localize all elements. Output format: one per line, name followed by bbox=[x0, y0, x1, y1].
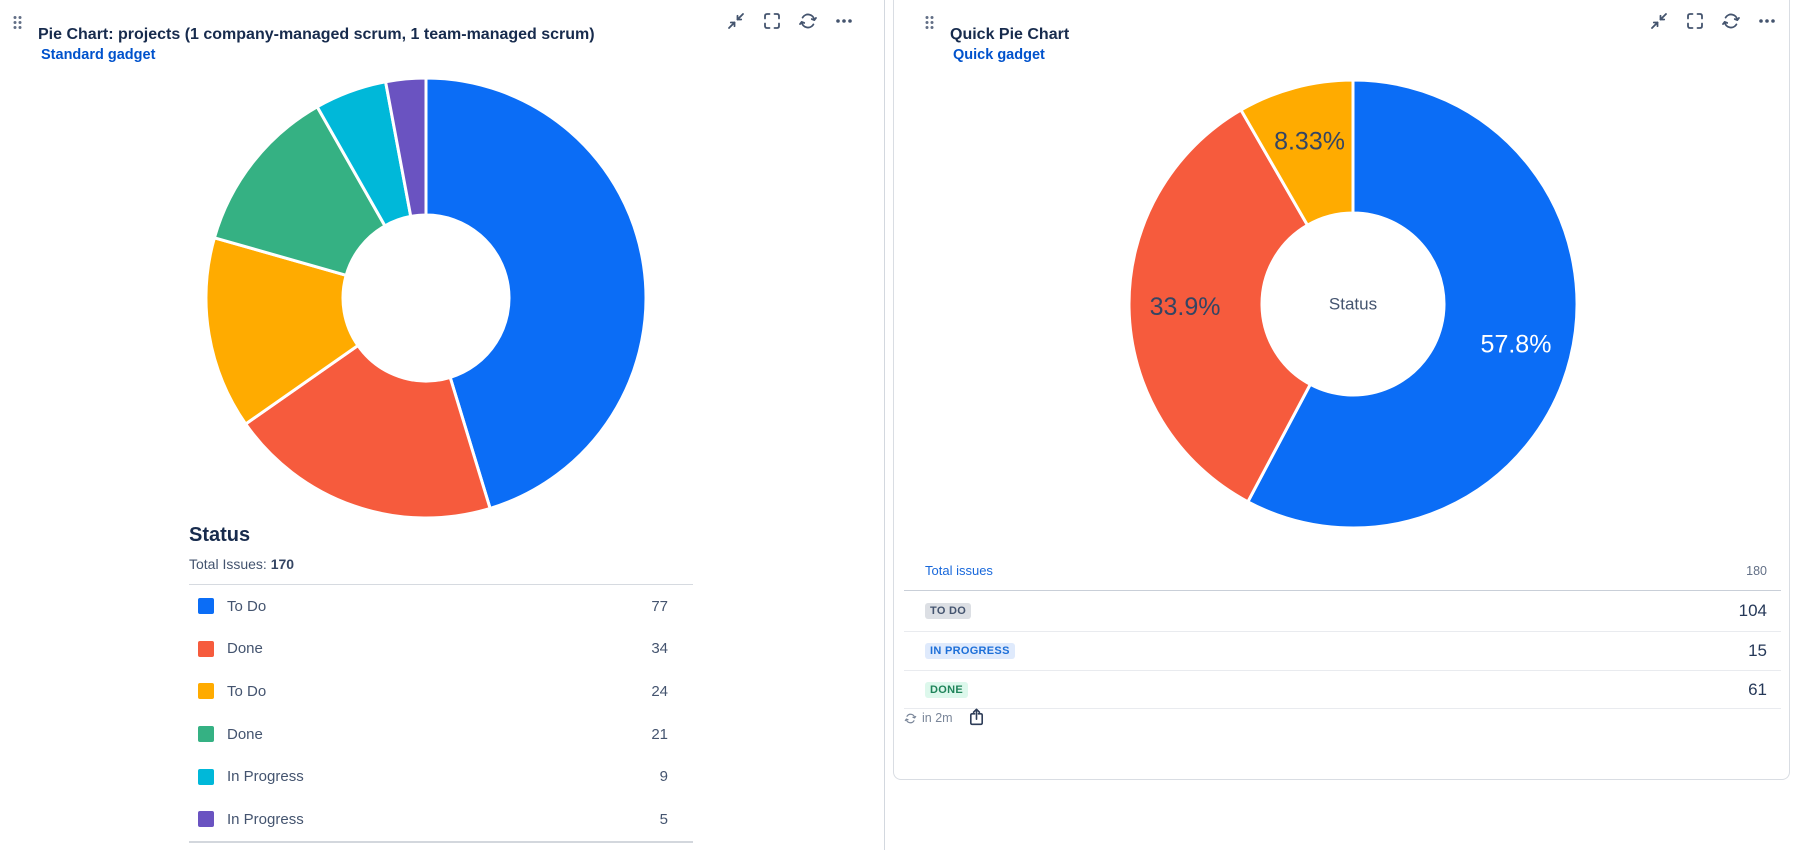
total-issues-row: Total issues 180 bbox=[904, 551, 1781, 591]
export-icon[interactable] bbox=[967, 707, 986, 729]
column-divider bbox=[884, 0, 885, 850]
pie-chart-projects bbox=[204, 76, 648, 520]
donut-center-label: Status bbox=[1329, 295, 1377, 314]
legend-row: To Do 77 bbox=[189, 585, 693, 628]
minimize-icon[interactable] bbox=[726, 11, 746, 31]
gadget-actions bbox=[726, 11, 854, 31]
total-issues-line: Total Issues: 170 bbox=[189, 556, 294, 572]
quick-gadget-link[interactable]: Quick gadget bbox=[953, 47, 1045, 63]
status-count: 61 bbox=[1748, 679, 1767, 699]
total-issues-label: Total Issues: bbox=[189, 556, 267, 572]
pie-slice-done[interactable] bbox=[1127, 108, 1312, 504]
status-row: TO DO 104 bbox=[904, 591, 1781, 632]
legend-row: Done 34 bbox=[189, 628, 693, 671]
legend-label: Done bbox=[227, 640, 263, 658]
quick-table-rows: TO DO 104 IN PROGRESS 15 DONE 61 bbox=[904, 591, 1781, 709]
gadget-title: Quick Pie Chart bbox=[950, 26, 1070, 44]
slice-percent-label: 57.8% bbox=[1481, 331, 1552, 359]
pie-slice-to-do[interactable] bbox=[424, 76, 648, 510]
legend-label: In Progress bbox=[227, 768, 304, 786]
status-badge: TO DO bbox=[925, 603, 972, 619]
status-row: IN PROGRESS 15 bbox=[904, 632, 1781, 671]
quick-table: Total issues 180 TO DO 104 IN PROGRESS 15 DO… bbox=[904, 551, 1781, 709]
gadget-title: Pie Chart: projects (1 company-managed s… bbox=[38, 26, 595, 44]
slice-percent-label: 33.9% bbox=[1150, 293, 1221, 321]
more-icon[interactable] bbox=[834, 11, 854, 31]
status-count: 15 bbox=[1748, 641, 1767, 660]
legend-value: 34 bbox=[651, 640, 668, 658]
legend-swatch bbox=[198, 640, 214, 657]
status-count: 104 bbox=[1738, 601, 1767, 620]
chart-stat-title: Status bbox=[189, 524, 251, 546]
legend-label: Done bbox=[227, 725, 263, 743]
legend-swatch bbox=[198, 598, 214, 615]
legend-row: To Do 24 bbox=[189, 670, 693, 713]
legend-value: 9 bbox=[659, 768, 668, 786]
fullscreen-icon[interactable] bbox=[762, 11, 782, 31]
pie-slice-in-progress[interactable] bbox=[1239, 78, 1355, 227]
legend-swatch bbox=[198, 811, 214, 828]
refresh-icon[interactable] bbox=[1721, 11, 1741, 31]
legend-swatch bbox=[198, 768, 214, 785]
pie-slice-to-do[interactable] bbox=[204, 236, 360, 426]
refresh-countdown-text: in 2m bbox=[922, 711, 953, 725]
left-legend: To Do 77 Done 34 To Do 24 Done 21 In Progress 9 In… bbox=[189, 584, 693, 843]
refresh-countdown[interactable]: in 2m bbox=[904, 711, 953, 725]
total-issues-count: 180 bbox=[1746, 563, 1767, 578]
slice-percent-label: 8.33% bbox=[1274, 128, 1345, 156]
quick-pie-chart: 57.8% 33.9% 8.33% Status bbox=[1127, 78, 1579, 530]
standard-gadget-link[interactable]: Standard gadget bbox=[41, 47, 156, 63]
legend-label: To Do bbox=[227, 597, 267, 615]
minimize-icon[interactable] bbox=[1649, 11, 1669, 31]
pie-slice-done[interactable] bbox=[244, 344, 492, 520]
legend-value: 77 bbox=[651, 597, 668, 615]
refresh-icon[interactable] bbox=[798, 11, 818, 31]
refresh-icon bbox=[904, 713, 917, 723]
status-row: DONE 61 bbox=[904, 671, 1781, 709]
drag-handle-icon[interactable] bbox=[12, 14, 23, 36]
legend-value: 24 bbox=[651, 682, 668, 700]
legend-row: Done 21 bbox=[189, 713, 693, 756]
fullscreen-icon[interactable] bbox=[1685, 11, 1705, 31]
drag-handle-icon[interactable] bbox=[924, 14, 935, 36]
legend-label: To Do bbox=[227, 682, 267, 700]
pie-slice-done[interactable] bbox=[212, 105, 387, 277]
gadget-actions bbox=[1649, 11, 1777, 31]
legend-value: 5 bbox=[659, 810, 668, 828]
legend-row: In Progress 5 bbox=[189, 798, 693, 841]
pie-slice-in-progress[interactable] bbox=[384, 76, 428, 218]
legend-row: In Progress 9 bbox=[189, 755, 693, 798]
legend-value: 21 bbox=[651, 725, 668, 743]
pie-slice-to-do[interactable] bbox=[1246, 78, 1579, 530]
gadget-footer: in 2m bbox=[904, 707, 986, 729]
status-badge: IN PROGRESS bbox=[925, 643, 1015, 659]
legend-label: In Progress bbox=[227, 810, 304, 828]
more-icon[interactable] bbox=[1757, 11, 1777, 31]
legend-swatch bbox=[198, 683, 214, 700]
status-badge: DONE bbox=[925, 681, 968, 698]
legend-swatch bbox=[198, 726, 214, 743]
total-issues-link[interactable]: Total issues bbox=[925, 563, 993, 578]
total-issues-value: 170 bbox=[270, 556, 295, 572]
